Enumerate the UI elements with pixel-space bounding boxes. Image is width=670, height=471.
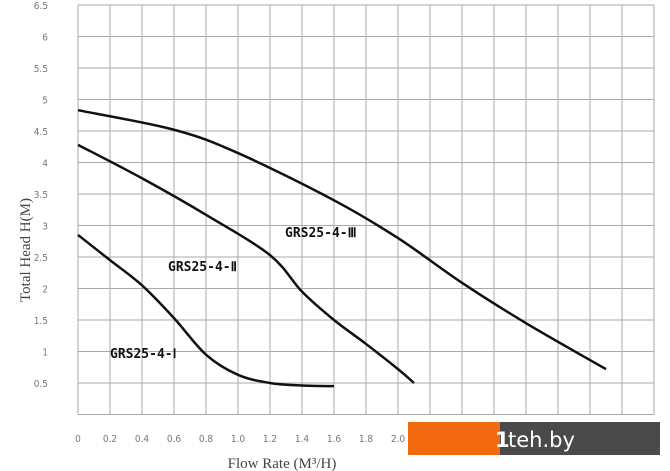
y-axis-label: Total Head H(M) [18,198,34,302]
y-tick-label: 6 [42,33,48,44]
svg-text:1: 1 [495,428,510,452]
x-tick-label: 0.8 [199,434,214,445]
x-tick-label: 0 [75,434,81,445]
x-tick-label: 1.6 [327,434,342,445]
watermark-logo: 1 teh.by [408,422,660,455]
x-tick-labels: 0 0.2 0.4 0.6 0.8 1.0 1.2 1.4 1.6 1.8 2.0 [75,434,405,445]
x-tick-label: 1.0 [231,434,246,445]
series-label: GRS25-4-Ⅰ [110,347,176,362]
y-tick-label: 5.5 [34,64,48,75]
series-line-3 [77,108,607,371]
series-label: GRS25-4-Ⅱ [168,260,237,275]
grid [77,4,655,415]
series-line-1 [77,233,335,388]
y-tick-labels: 0.5 1 1.5 2 2.5 3 3.5 4 4.5 5 5.5 6 6.5 [34,1,49,390]
y-tick-label: 0.5 [34,379,48,390]
y-tick-label: 3 [42,222,48,233]
series-label: GRS25-4-Ⅲ [285,226,357,241]
curves [77,108,607,388]
x-tick-label: 1.4 [295,434,310,445]
y-tick-label: 1.5 [34,316,48,327]
y-tick-label: 6.5 [34,1,48,12]
x-tick-label: 1.2 [263,434,277,445]
x-tick-label: 0.2 [103,434,117,445]
x-tick-label: 2.0 [391,434,406,445]
y-tick-label: 2 [42,285,48,296]
series-line-2 [77,143,415,384]
y-tick-label: 5 [42,96,48,107]
x-tick-label: 0.4 [135,434,150,445]
x-axis-label: Flow Rate (M³/H) [228,456,337,471]
svg-text:teh.by: teh.by [508,428,575,452]
y-tick-label: 4 [42,159,48,170]
y-tick-label: 4.5 [34,127,48,138]
x-tick-label: 1.8 [359,434,374,445]
y-tick-label: 1 [42,348,48,359]
series-labels: GRS25-4-Ⅰ GRS25-4-Ⅱ GRS25-4-Ⅲ [110,226,357,362]
y-tick-label: 3.5 [34,190,48,201]
x-tick-label: 0.6 [167,434,182,445]
y-tick-label: 2.5 [34,253,48,264]
